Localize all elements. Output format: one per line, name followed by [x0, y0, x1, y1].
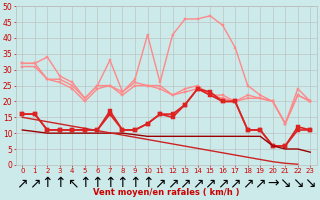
X-axis label: Vent moyen/en rafales ( km/h ): Vent moyen/en rafales ( km/h ) [93, 188, 240, 197]
